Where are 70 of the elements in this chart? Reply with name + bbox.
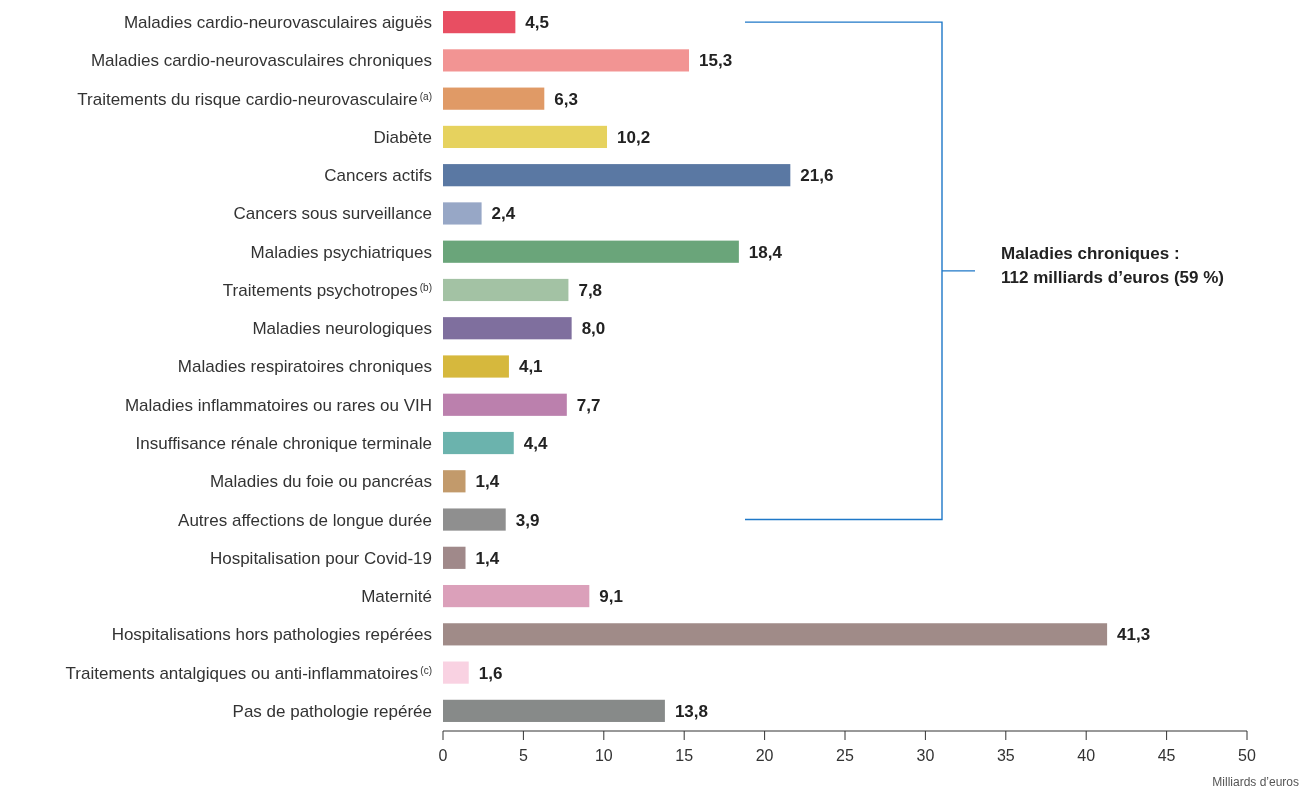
bar	[443, 661, 469, 684]
bar	[443, 431, 514, 455]
y-tick-label: Hospitalisations hors pathologies repérées	[111, 625, 432, 645]
data-label: 6,3	[554, 89, 578, 109]
x-tick-label: 35	[996, 747, 1015, 764]
bar	[443, 125, 608, 149]
y-tick-label: Pas de pathologie repérée	[232, 701, 432, 721]
data-label: 1,4	[475, 548, 500, 568]
x-axis-title: Milliards d’euros	[1212, 775, 1299, 789]
annotation: Maladies chroniques : 112 milliards d’euros (59 %)	[1001, 243, 1224, 287]
data-label: 3,9	[515, 510, 540, 530]
bar	[443, 470, 466, 493]
data-label: 7,7	[576, 395, 601, 415]
data-label: 4,4	[523, 433, 548, 453]
bar	[443, 584, 590, 608]
y-tick-label: Maladies cardio-neurovasculaires aiguës	[123, 13, 432, 33]
y-tick-label: Maladies cardio-neurovasculaires chroniques	[90, 51, 432, 71]
y-tick-label: Maladies inflammatoires ou rares ou VIH	[124, 395, 432, 415]
y-tick-label: Traitements antalgiques ou anti-inflammatoires$^{(c)}$	[65, 663, 432, 683]
bar	[443, 11, 516, 34]
y-tick-label: Autres affections de longue durée	[178, 510, 432, 530]
bar	[443, 49, 690, 72]
bar	[443, 240, 739, 263]
bar	[443, 393, 567, 416]
x-tick-label: 0	[438, 747, 448, 764]
x-tick-label: 25	[836, 747, 854, 764]
data-label: 15,3	[699, 51, 733, 71]
data-label: 21,6	[800, 166, 834, 186]
y-tick-label: Traitements psychotropes$^{(b)}$	[222, 280, 432, 300]
x-tick-label: 10	[594, 747, 613, 764]
y-tick-label: Maladies du foie ou pancréas	[209, 472, 432, 492]
bar	[443, 623, 1108, 646]
data-label: 18,4	[748, 242, 783, 262]
data-label: 1,4	[475, 472, 500, 492]
bar	[443, 508, 506, 531]
y-tick-label: Maladies respiratoires chroniques	[177, 357, 432, 377]
bar	[443, 546, 466, 569]
data-label: 41,3	[1117, 625, 1151, 645]
x-tick-label: 20	[755, 747, 774, 764]
x-tick-label: 5	[518, 747, 528, 764]
data-label: 1,6	[478, 663, 503, 683]
x-tick-label: 50	[1238, 747, 1256, 764]
data-label: 13,8	[674, 701, 708, 721]
y-tick-label: Maternité	[361, 587, 432, 607]
bar	[443, 164, 791, 187]
bar	[443, 699, 665, 722]
bar	[443, 355, 509, 378]
x-tick-label: 45	[1157, 747, 1176, 764]
data-label: 10,2	[617, 127, 651, 147]
y-tick-label: Cancers sous surveillance	[233, 204, 432, 224]
y-tick-label: Insuffisance rénale chronique terminale	[135, 433, 432, 453]
y-tick-label: Maladies neurologiques	[252, 319, 432, 339]
x-tick-label: 15	[675, 747, 694, 764]
bar	[443, 87, 545, 110]
data-label: 2,4	[491, 204, 516, 224]
data-label: 7,8	[578, 280, 603, 300]
y-tick-label: Traitements du risque cardio-neurovasculaire$^{(a)}$	[77, 89, 432, 109]
y-tick-label: Diabète	[373, 127, 432, 147]
bar	[443, 317, 572, 340]
data-label: 4,1	[518, 357, 543, 377]
data-label: 8,0	[581, 319, 606, 339]
data-label: 4,5	[525, 13, 549, 33]
x-tick-label: 40	[1077, 747, 1096, 764]
x-tick-label: 30	[916, 747, 935, 764]
y-tick-label: Hospitalisation pour Covid-19	[209, 548, 432, 568]
y-tick-label: Cancers actifs	[324, 166, 432, 186]
data-label: 9,1	[599, 587, 623, 607]
bar	[443, 278, 569, 302]
y-tick-label: Maladies psychiatriques	[250, 242, 432, 262]
bar	[443, 202, 482, 225]
